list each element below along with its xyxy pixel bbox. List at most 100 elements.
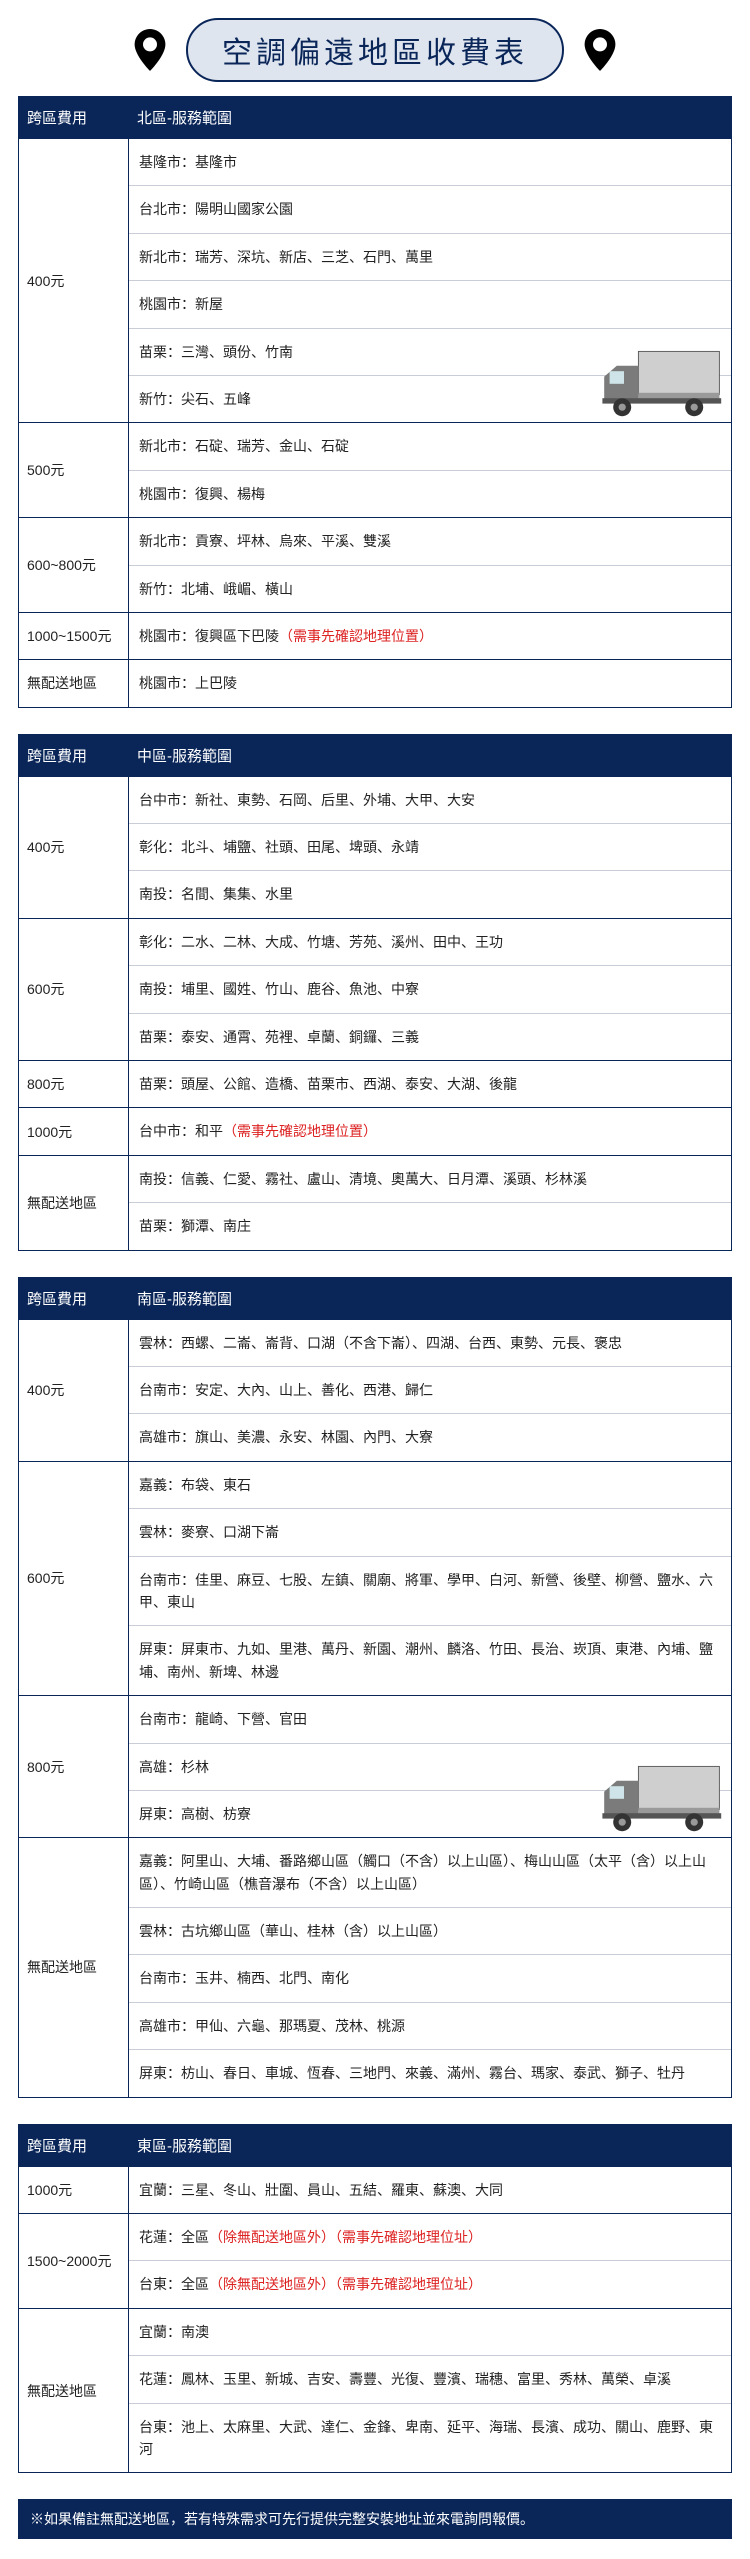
col-header-region: 東區-服務範圍	[129, 2124, 732, 2166]
area-line: 新竹：北埔、峨嵋、橫山	[129, 565, 731, 612]
table-row: 800元苗栗：頭屋、公館、造橋、苗栗市、西湖、泰安、大湖、後龍	[19, 1061, 732, 1108]
fee-section: 跨區費用南區-服務範圍400元雲林：西螺、二崙、崙背、口湖（不含下崙）、四湖、台…	[18, 1277, 732, 2098]
table-row: 600~800元新北市：貢寮、坪林、烏來、平溪、雙溪新竹：北埔、峨嵋、橫山	[19, 518, 732, 613]
fee-table: 跨區費用北區-服務範圍400元基隆市：基隆市台北市：陽明山國家公園新北市：瑞芳、…	[18, 96, 732, 708]
col-header-fee: 跨區費用	[19, 1277, 129, 1319]
table-row: 500元新北市：石碇、瑞芳、金山、石碇桃園市：復興、楊梅	[19, 423, 732, 518]
table-row: 無配送地區宜蘭：南澳花蓮：鳳林、玉里、新城、吉安、壽豐、光復、豐濱、瑞穗、富里、…	[19, 2308, 732, 2473]
area-line: 新北市：瑞芳、深坑、新店、三芝、石門、萬里	[129, 233, 731, 280]
area-line: 花蓮：鳳林、玉里、新城、吉安、壽豐、光復、豐濱、瑞穗、富里、秀林、萬榮、卓溪	[129, 2355, 731, 2402]
footnote: ※如果備註無配送地區，若有特殊需求可先行提供完整安裝地址並來電詢問報價。	[18, 2499, 732, 2539]
table-row: 400元雲林：西螺、二崙、崙背、口湖（不含下崙）、四湖、台西、東勢、元長、褒忠台…	[19, 1319, 732, 1461]
truck-icon	[595, 1761, 725, 1833]
col-header-region: 北區-服務範圍	[129, 97, 732, 139]
fee-section: 跨區費用東區-服務範圍1000元宜蘭：三星、冬山、壯圍、員山、五結、羅東、蘇澳、…	[18, 2124, 732, 2474]
col-header-region: 中區-服務範圍	[129, 734, 732, 776]
fee-cell: 1000元	[19, 2166, 129, 2213]
page-header: 空調偏遠地區收費表	[0, 0, 750, 96]
fee-cell: 400元	[19, 1319, 129, 1461]
col-header-fee: 跨區費用	[19, 734, 129, 776]
areas-cell: 基隆市：基隆市台北市：陽明山國家公園新北市：瑞芳、深坑、新店、三芝、石門、萬里桃…	[129, 139, 732, 423]
area-line: 台東：池上、太麻里、大武、達仁、金鋒、卑南、延平、海瑞、長濱、成功、關山、鹿野、…	[129, 2403, 731, 2473]
area-line: 雲林：西螺、二崙、崙背、口湖（不含下崙）、四湖、台西、東勢、元長、褒忠	[129, 1320, 731, 1366]
area-line: 高雄市：旗山、美濃、永安、林園、內門、大寮	[129, 1413, 731, 1460]
fee-cell: 無配送地區	[19, 2308, 129, 2473]
area-line: 苗栗：泰安、通霄、苑裡、卓蘭、銅鑼、三義	[129, 1013, 731, 1060]
fee-cell: 800元	[19, 1061, 129, 1108]
location-pin-icon	[582, 29, 618, 71]
area-line: 嘉義：阿里山、大埔、番路鄉山區（觸口（不含）以上山區）、梅山山區（太平（含）以上…	[129, 1838, 731, 1907]
area-line: 南投：埔里、國姓、竹山、鹿谷、魚池、中寮	[129, 965, 731, 1012]
fee-section: 跨區費用中區-服務範圍400元台中市：新社、東勢、石岡、后里、外埔、大甲、大安彰…	[18, 734, 732, 1251]
fee-table: 跨區費用南區-服務範圍400元雲林：西螺、二崙、崙背、口湖（不含下崙）、四湖、台…	[18, 1277, 732, 2098]
fee-cell: 400元	[19, 776, 129, 918]
areas-cell: 宜蘭：三星、冬山、壯圍、員山、五結、羅東、蘇澳、大同	[129, 2166, 732, 2213]
area-line: 桃園市：上巴陵	[129, 660, 731, 706]
fee-cell: 600~800元	[19, 518, 129, 613]
table-row: 600元彰化：二水、二林、大成、竹塘、芳苑、溪州、田中、王功南投：埔里、國姓、竹…	[19, 918, 732, 1060]
area-line: 宜蘭：三星、冬山、壯圍、員山、五結、羅東、蘇澳、大同	[129, 2167, 731, 2213]
table-row: 1500~2000元花蓮：全區（除無配送地區外）（需事先確認地理位址）台東：全區…	[19, 2214, 732, 2309]
location-pin-icon	[132, 29, 168, 71]
area-line: 彰化：二水、二林、大成、竹塘、芳苑、溪州、田中、王功	[129, 919, 731, 965]
area-line: 南投：名間、集集、水里	[129, 870, 731, 917]
area-line: 桃園市：新屋	[129, 280, 731, 327]
area-line: 苗栗：頭屋、公館、造橋、苗栗市、西湖、泰安、大湖、後龍	[129, 1061, 731, 1107]
area-line: 苗栗：獅潭、南庄	[129, 1202, 731, 1249]
areas-cell: 台南市：龍崎、下營、官田高雄：杉林屏東：高樹、枋寮	[129, 1696, 732, 1838]
areas-cell: 南投：信義、仁愛、霧社、盧山、清境、奧萬大、日月潭、溪頭、杉林溪苗栗：獅潭、南庄	[129, 1155, 732, 1250]
areas-cell: 嘉義：布袋、東石雲林：麥寮、口湖下崙台南市：佳里、麻豆、七股、左鎮、關廟、將軍、…	[129, 1461, 732, 1695]
area-line: 台南市：龍崎、下營、官田	[129, 1696, 731, 1742]
fee-cell: 無配送地區	[19, 1838, 129, 2097]
fee-cell: 800元	[19, 1696, 129, 1838]
fee-cell: 無配送地區	[19, 660, 129, 707]
areas-cell: 新北市：貢寮、坪林、烏來、平溪、雙溪新竹：北埔、峨嵋、橫山	[129, 518, 732, 613]
table-row: 無配送地區桃園市：上巴陵	[19, 660, 732, 707]
area-line: 台南市：安定、大內、山上、善化、西港、歸仁	[129, 1366, 731, 1413]
areas-cell: 彰化：二水、二林、大成、竹塘、芳苑、溪州、田中、王功南投：埔里、國姓、竹山、鹿谷…	[129, 918, 732, 1060]
area-line: 彰化：北斗、埔鹽、社頭、田尾、埤頭、永靖	[129, 823, 731, 870]
area-line: 雲林：古坑鄉山區（華山、桂林（含）以上山區）	[129, 1907, 731, 1954]
fee-table: 跨區費用東區-服務範圍1000元宜蘭：三星、冬山、壯圍、員山、五結、羅東、蘇澳、…	[18, 2124, 732, 2474]
areas-cell: 新北市：石碇、瑞芳、金山、石碇桃園市：復興、楊梅	[129, 423, 732, 518]
fee-section: 跨區費用北區-服務範圍400元基隆市：基隆市台北市：陽明山國家公園新北市：瑞芳、…	[18, 96, 732, 708]
fee-cell: 500元	[19, 423, 129, 518]
table-row: 無配送地區嘉義：阿里山、大埔、番路鄉山區（觸口（不含）以上山區）、梅山山區（太平…	[19, 1838, 732, 2097]
area-line: 雲林：麥寮、口湖下崙	[129, 1508, 731, 1555]
area-line: 桃園市：復興、楊梅	[129, 470, 731, 517]
fee-cell: 1500~2000元	[19, 2214, 129, 2309]
fee-cell: 600元	[19, 1461, 129, 1695]
areas-cell: 嘉義：阿里山、大埔、番路鄉山區（觸口（不含）以上山區）、梅山山區（太平（含）以上…	[129, 1838, 732, 2097]
fee-cell: 400元	[19, 139, 129, 423]
area-line: 屏東：屏東市、九如、里港、萬丹、新園、潮州、麟洛、竹田、長治、崁頂、東港、內埔、…	[129, 1625, 731, 1695]
fee-cell: 1000元	[19, 1108, 129, 1155]
areas-cell: 苗栗：頭屋、公館、造橋、苗栗市、西湖、泰安、大湖、後龍	[129, 1061, 732, 1108]
areas-cell: 桃園市：復興區下巴陵（需事先確認地理位置）	[129, 612, 732, 659]
col-header-fee: 跨區費用	[19, 97, 129, 139]
area-line: 新北市：貢寮、坪林、烏來、平溪、雙溪	[129, 518, 731, 564]
fee-table: 跨區費用中區-服務範圍400元台中市：新社、東勢、石岡、后里、外埔、大甲、大安彰…	[18, 734, 732, 1251]
area-line: 台北市：陽明山國家公園	[129, 185, 731, 232]
areas-cell: 桃園市：上巴陵	[129, 660, 732, 707]
area-line: 新北市：石碇、瑞芳、金山、石碇	[129, 423, 731, 469]
table-row: 400元基隆市：基隆市台北市：陽明山國家公園新北市：瑞芳、深坑、新店、三芝、石門…	[19, 139, 732, 423]
area-line: 台中市：和平（需事先確認地理位置）	[129, 1108, 731, 1154]
area-line: 高雄市：甲仙、六龜、那瑪夏、茂林、桃源	[129, 2002, 731, 2049]
area-line: 台東：全區（除無配送地區外）（需事先確認地理位址）	[129, 2260, 731, 2307]
areas-cell: 台中市：和平（需事先確認地理位置）	[129, 1108, 732, 1155]
area-line: 台南市：玉井、楠西、北門、南化	[129, 1954, 731, 2001]
area-line: 基隆市：基隆市	[129, 139, 731, 185]
area-line: 屏東：枋山、春日、車城、恆春、三地門、來義、滿州、霧台、瑪家、泰武、獅子、牡丹	[129, 2049, 731, 2096]
table-row: 1000元台中市：和平（需事先確認地理位置）	[19, 1108, 732, 1155]
col-header-region: 南區-服務範圍	[129, 1277, 732, 1319]
areas-cell: 花蓮：全區（除無配送地區外）（需事先確認地理位址）台東：全區（除無配送地區外）（…	[129, 2214, 732, 2309]
table-row: 1000~1500元桃園市：復興區下巴陵（需事先確認地理位置）	[19, 612, 732, 659]
fee-cell: 無配送地區	[19, 1155, 129, 1250]
areas-cell: 台中市：新社、東勢、石岡、后里、外埔、大甲、大安彰化：北斗、埔鹽、社頭、田尾、埤…	[129, 776, 732, 918]
area-line: 花蓮：全區（除無配送地區外）（需事先確認地理位址）	[129, 2214, 731, 2260]
col-header-fee: 跨區費用	[19, 2124, 129, 2166]
table-row: 800元台南市：龍崎、下營、官田高雄：杉林屏東：高樹、枋寮	[19, 1696, 732, 1838]
truck-icon	[595, 346, 725, 418]
table-row: 無配送地區南投：信義、仁愛、霧社、盧山、清境、奧萬大、日月潭、溪頭、杉林溪苗栗：…	[19, 1155, 732, 1250]
page-title: 空調偏遠地區收費表	[186, 18, 564, 82]
